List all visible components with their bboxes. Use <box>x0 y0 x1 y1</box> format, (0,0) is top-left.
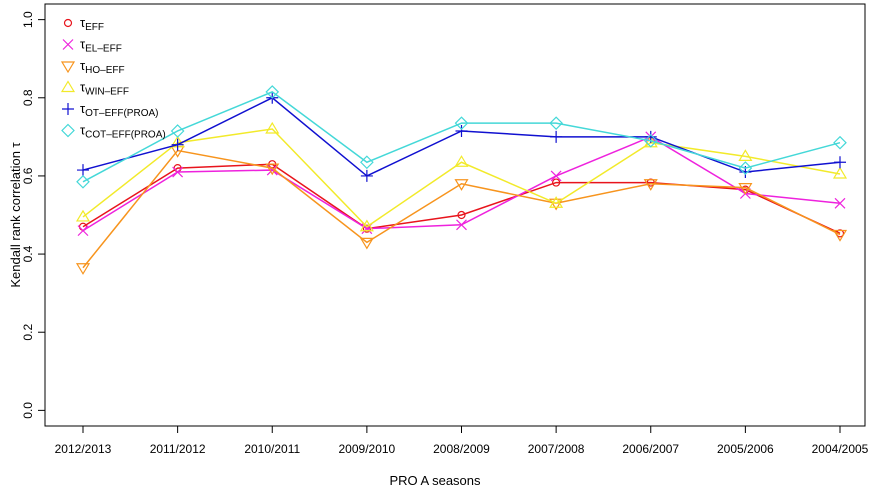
point <box>738 149 753 161</box>
legend-symbol: τ <box>80 80 86 95</box>
plot-frame <box>44 3 866 427</box>
legend-label: τEFF <box>80 15 104 33</box>
point <box>170 124 185 138</box>
y-tick-label: 0.8 <box>21 89 35 106</box>
x-tick-label: 2010/2011 <box>244 442 300 456</box>
legend-item: τWIN–EFF <box>60 80 129 98</box>
x-tick-label: 2007/2008 <box>528 442 585 456</box>
legend-label: τCOT–EFF(PROA) <box>80 123 166 141</box>
legend-label: τWIN–EFF <box>80 80 129 98</box>
legend-subscript: EFF <box>85 22 104 33</box>
point <box>738 183 753 195</box>
line <box>82 163 841 235</box>
point <box>265 121 280 134</box>
point <box>643 179 658 191</box>
point <box>60 61 76 74</box>
point <box>454 179 469 191</box>
point <box>552 178 561 187</box>
point <box>75 263 91 275</box>
legend-item: τCOT–EFF(PROA) <box>61 123 166 141</box>
x-tick-label: 2005/2006 <box>717 442 774 456</box>
point <box>454 116 469 131</box>
y-tick-label: 0.4 <box>21 245 35 262</box>
legend-item: τEFF <box>63 15 104 33</box>
legend-symbol: τ <box>80 123 86 138</box>
point <box>832 229 848 242</box>
legend-subscript: COT–EFF(PROA) <box>85 130 166 141</box>
point <box>172 166 184 178</box>
x-tick-label: 2006/2007 <box>622 442 679 456</box>
point <box>359 219 374 232</box>
point <box>359 237 374 250</box>
line <box>82 149 841 269</box>
legend-subscript: HO–EFF <box>85 65 124 76</box>
legend-symbol: τ <box>80 58 86 73</box>
x-tick-label: 2008/2009 <box>433 442 490 456</box>
legend-item: τOT–EFF(PROA) <box>62 101 158 119</box>
point <box>832 166 848 179</box>
point <box>454 155 469 167</box>
point <box>77 225 89 237</box>
point <box>265 163 280 176</box>
point <box>646 178 655 187</box>
x-tick-label: 2009/2010 <box>339 442 396 456</box>
series <box>77 131 846 237</box>
series <box>76 85 847 189</box>
point <box>833 135 847 150</box>
point <box>456 219 467 231</box>
legend-label: τHO–EFF <box>80 58 125 76</box>
point <box>834 197 846 209</box>
point <box>549 198 564 211</box>
point <box>455 124 468 137</box>
y-tick-label: 0.2 <box>21 324 35 341</box>
point <box>75 209 91 222</box>
y-tick-label: 1.0 <box>21 11 35 28</box>
series <box>75 145 848 275</box>
point <box>77 164 89 177</box>
legend-subscript: WIN–EFF <box>85 87 129 98</box>
y-axis-label: Kendall rank correlation τ <box>8 141 23 287</box>
point <box>457 210 466 220</box>
point <box>360 169 373 182</box>
point <box>360 155 374 170</box>
x-tick-label: 2012/2013 <box>55 442 112 456</box>
x-tick-label: 2004/2005 <box>812 442 869 456</box>
series <box>77 91 846 182</box>
legend-item: τHO–EFF <box>60 58 125 76</box>
point <box>834 156 846 169</box>
legend-subscript: OT–EFF(PROA) <box>85 108 158 119</box>
line <box>82 128 841 228</box>
point <box>265 85 280 99</box>
point <box>171 138 184 151</box>
legend-symbol: τ <box>80 15 86 30</box>
point <box>60 80 76 93</box>
x-tick-label: 2011/2012 <box>150 442 206 456</box>
series <box>75 121 848 232</box>
legend-label: τOT–EFF(PROA) <box>80 101 158 119</box>
point <box>63 18 73 28</box>
point <box>62 103 74 115</box>
legend-subscript: EL–EFF <box>85 44 122 55</box>
point <box>738 161 753 175</box>
point <box>61 123 75 138</box>
point <box>549 116 563 131</box>
point <box>549 196 564 208</box>
x-axis-label: PRO A seasons <box>389 473 481 488</box>
point <box>550 170 562 182</box>
point <box>643 133 658 148</box>
legend-label: τEL–EFF <box>80 37 122 55</box>
point <box>62 39 74 50</box>
y-tick-label: 0.0 <box>21 402 35 419</box>
y-tick-label: 0.6 <box>21 167 35 184</box>
point <box>550 130 563 143</box>
legend-symbol: τ <box>80 101 86 116</box>
line <box>82 91 841 183</box>
legend-symbol: τ <box>80 37 86 52</box>
point <box>76 174 90 189</box>
legend-item: τEL–EFF <box>62 37 122 55</box>
